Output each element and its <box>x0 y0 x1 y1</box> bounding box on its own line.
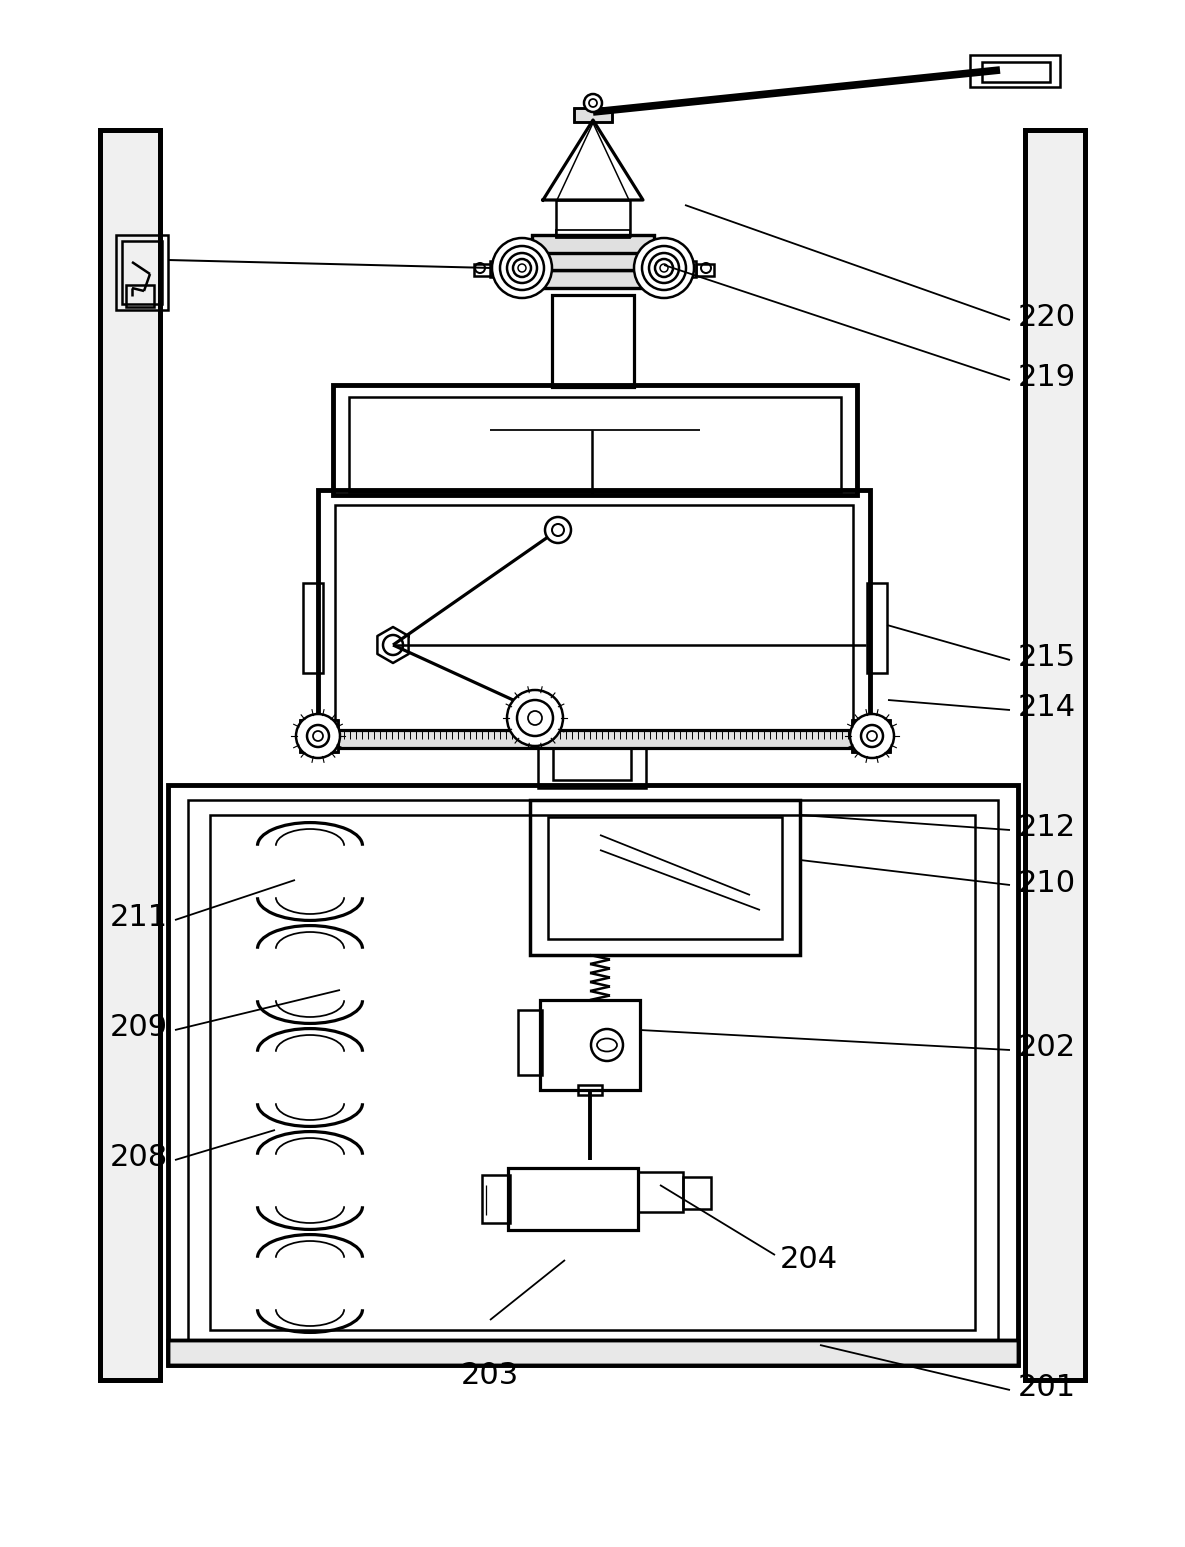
Bar <box>574 108 611 122</box>
Text: 215: 215 <box>1018 644 1076 673</box>
Bar <box>852 719 890 752</box>
Bar <box>126 285 154 306</box>
Bar <box>318 730 870 749</box>
Bar <box>333 385 857 495</box>
Text: 204: 204 <box>780 1245 838 1275</box>
Bar <box>188 800 998 1344</box>
Text: 201: 201 <box>1018 1374 1076 1403</box>
Bar <box>578 1084 602 1095</box>
Bar <box>638 1173 683 1211</box>
Circle shape <box>649 254 679 283</box>
Text: 219: 219 <box>1018 364 1076 393</box>
Text: 202: 202 <box>1018 1033 1076 1063</box>
Bar <box>303 583 324 673</box>
Bar <box>532 271 654 288</box>
Bar <box>168 1340 1018 1364</box>
Circle shape <box>296 715 340 758</box>
Circle shape <box>492 238 552 299</box>
Bar <box>696 265 715 275</box>
Bar <box>532 235 654 254</box>
Bar <box>168 1340 1018 1364</box>
Text: 220: 220 <box>1018 303 1076 333</box>
Bar <box>556 231 630 238</box>
Bar <box>668 261 696 277</box>
Bar <box>852 719 890 752</box>
Bar <box>982 62 1050 82</box>
Circle shape <box>507 690 563 746</box>
Bar <box>518 1010 542 1075</box>
Circle shape <box>500 246 544 289</box>
Text: 214: 214 <box>1018 693 1076 722</box>
Bar <box>547 817 782 939</box>
Circle shape <box>634 238 694 299</box>
Bar <box>116 235 168 309</box>
Bar <box>482 1176 510 1224</box>
Circle shape <box>518 265 526 272</box>
Bar <box>1025 130 1085 1380</box>
Circle shape <box>545 517 571 543</box>
Circle shape <box>589 99 597 107</box>
Circle shape <box>660 265 668 272</box>
Bar <box>556 200 630 237</box>
Bar <box>100 130 160 1380</box>
Bar <box>318 730 870 749</box>
Bar <box>532 252 654 271</box>
Circle shape <box>850 715 893 758</box>
Polygon shape <box>543 121 643 200</box>
Bar <box>552 295 634 387</box>
Text: 210: 210 <box>1018 868 1076 897</box>
Bar <box>300 719 338 752</box>
Bar <box>971 56 1061 87</box>
Bar <box>540 999 640 1091</box>
Bar <box>532 252 654 271</box>
Bar <box>474 265 492 275</box>
Bar <box>168 784 1018 1364</box>
Bar <box>683 1177 711 1210</box>
Bar <box>491 261 518 277</box>
Bar <box>574 108 611 122</box>
Bar <box>553 749 630 780</box>
Bar <box>100 130 160 1380</box>
Bar <box>335 504 853 739</box>
Bar <box>532 271 654 288</box>
Text: 212: 212 <box>1018 814 1076 843</box>
Bar <box>532 235 654 254</box>
Bar <box>350 398 841 492</box>
Bar <box>538 739 646 787</box>
Circle shape <box>507 254 537 283</box>
Text: 208: 208 <box>110 1143 168 1173</box>
Bar <box>867 583 888 673</box>
Bar <box>1025 130 1085 1380</box>
Bar <box>122 241 162 305</box>
Text: 211: 211 <box>110 903 168 933</box>
Bar <box>210 815 975 1330</box>
Circle shape <box>513 258 531 277</box>
Text: 203: 203 <box>461 1360 519 1389</box>
Bar <box>300 719 338 752</box>
Circle shape <box>584 94 602 111</box>
Bar <box>508 1168 638 1230</box>
Bar <box>318 490 870 746</box>
Bar <box>530 800 800 954</box>
Text: 209: 209 <box>110 1013 168 1043</box>
Circle shape <box>655 258 673 277</box>
Circle shape <box>642 246 686 289</box>
